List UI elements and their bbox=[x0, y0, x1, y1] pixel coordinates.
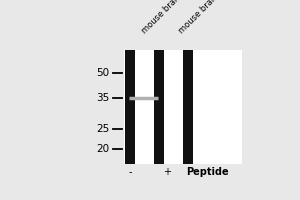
Text: 50: 50 bbox=[97, 68, 110, 78]
Text: -: - bbox=[129, 167, 132, 177]
Bar bbox=[124, 50, 242, 164]
Bar bbox=[125, 50, 135, 164]
Text: 35: 35 bbox=[96, 93, 110, 103]
Text: mouse brain: mouse brain bbox=[140, 0, 183, 35]
Text: Peptide: Peptide bbox=[186, 167, 229, 177]
Bar bbox=[154, 50, 164, 164]
Text: +: + bbox=[163, 167, 170, 177]
Text: 25: 25 bbox=[96, 124, 110, 134]
Text: 20: 20 bbox=[97, 144, 110, 154]
Bar bbox=[183, 50, 193, 164]
Text: mouse brain: mouse brain bbox=[177, 0, 220, 35]
